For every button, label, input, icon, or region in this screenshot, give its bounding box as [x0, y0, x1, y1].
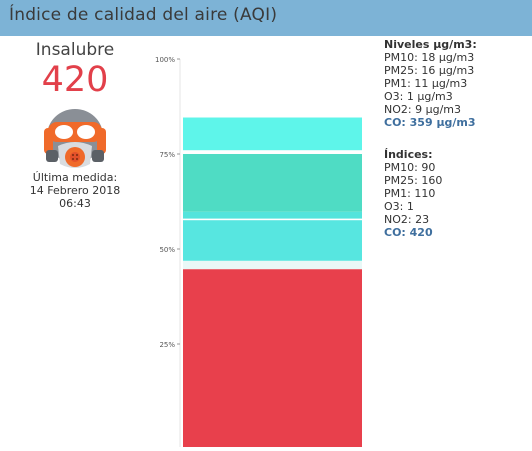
bar-segment[interactable] [183, 150, 362, 154]
gas-mask-icon [40, 106, 110, 178]
header-bar: Índice de calidad del aire (AQI) [0, 0, 532, 36]
levels-title: Niveles µg/m3: [384, 38, 477, 51]
indices-title: Índices: [384, 148, 433, 161]
aqi-value: 420 [41, 60, 109, 100]
bar-segment[interactable] [183, 260, 362, 270]
bar-segment[interactable] [183, 154, 362, 212]
levels-item: O3: 1 µg/m3 [384, 90, 453, 103]
levels-item: PM10: 18 µg/m3 [384, 51, 475, 64]
indices-item: NO2: 23 [384, 213, 430, 226]
indices-item: O3: 1 [384, 200, 414, 213]
indices-item: PM10: 90 [384, 161, 436, 174]
indices-co: CO: 420 [384, 226, 433, 239]
aqi-stacked-bar-chart: 25% 50% 75% 100% [155, 56, 362, 447]
last-measurement-date: 14 Febrero 2018 [29, 184, 121, 197]
aqi-status: Insalubre [35, 40, 115, 60]
spacer [384, 129, 532, 148]
levels-item: PM1: 11 µg/m3 [384, 77, 468, 90]
last-measurement-label: Última medida: [32, 171, 118, 184]
y-tick-label: 25% [159, 341, 175, 349]
aqi-chart: 25% 50% 75% 100% [150, 36, 380, 447]
levels-item: NO2: 9 µg/m3 [384, 103, 461, 116]
bar-segment[interactable] [183, 211, 362, 219]
bar-segment[interactable] [183, 218, 362, 221]
y-tick-label: 75% [159, 151, 175, 159]
bar-segment[interactable] [183, 117, 362, 151]
y-tick-label: 100% [155, 56, 175, 64]
levels-item: PM25: 16 µg/m3 [384, 64, 475, 77]
indices-item: PM25: 160 [384, 174, 443, 187]
page-title: Índice de calidad del aire (AQI) [9, 5, 278, 25]
bar-segment[interactable] [183, 269, 362, 447]
pollutant-panel: Niveles µg/m3: PM10: 18 µg/m3 PM25: 16 µ… [384, 38, 532, 239]
y-tick-label: 50% [159, 246, 175, 254]
bar-segment[interactable] [183, 220, 362, 261]
levels-co: CO: 359 µg/m3 [384, 116, 476, 129]
last-measurement: Última medida: 14 Febrero 2018 06:43 [0, 171, 150, 210]
indices-item: PM1: 110 [384, 187, 436, 200]
last-measurement-time: 06:43 [59, 197, 91, 210]
